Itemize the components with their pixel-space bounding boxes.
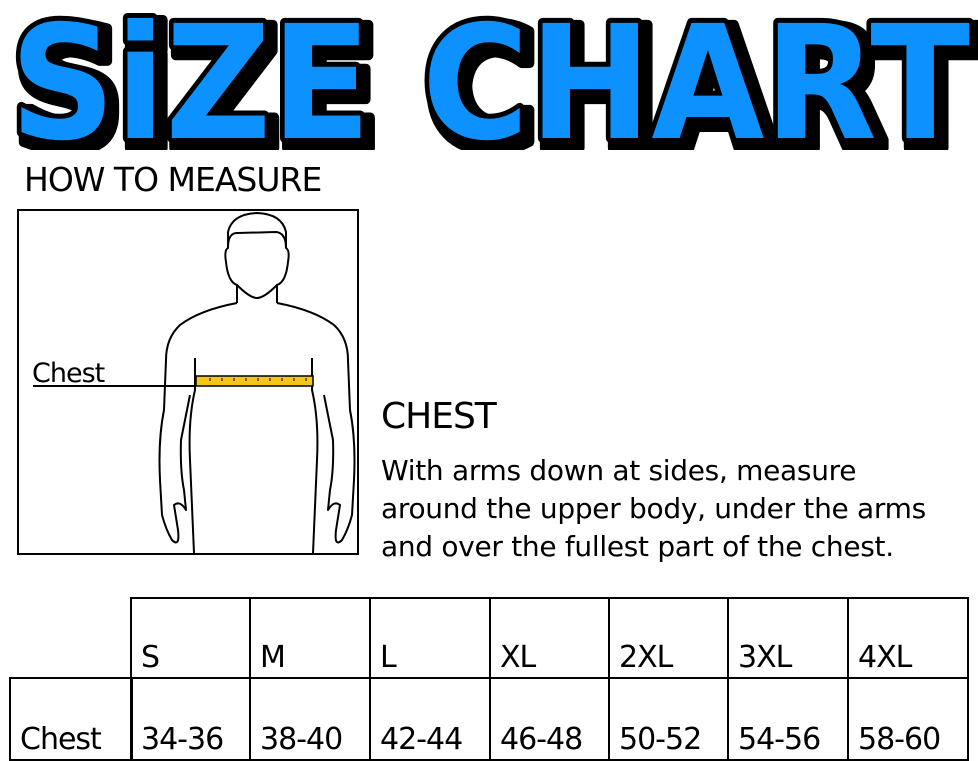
chest-heading: CHEST [381,396,497,437]
size-header: XL [489,597,610,679]
person-outline-icon [158,212,356,554]
measuring-tape-icon [195,375,314,387]
title-text: SiZE CHART [10,0,970,150]
size-value-text: 54-56 [738,722,821,757]
chest-instructions: With arms down at sides, measure around … [381,452,978,566]
size-value: 46-48 [489,677,610,761]
size-header-text: XL [500,640,536,675]
how-to-measure-heading: HOW TO MEASURE [24,160,322,199]
figure-chest-label: Chest [32,358,105,389]
size-header-text: 2XL [619,640,673,675]
size-header-text: S [141,640,160,675]
size-value: 54-56 [727,677,849,761]
size-value-text: 50-52 [619,722,702,757]
size-value: 50-52 [608,677,729,761]
size-value-text: 34-36 [141,722,224,757]
size-value: 34-36 [130,677,251,761]
size-value: 58-60 [847,677,969,761]
size-value-text: 38-40 [260,722,343,757]
size-value: 42-44 [369,677,491,761]
size-header-text: 3XL [738,640,792,675]
size-header: 3XL [727,597,849,679]
size-chart-title: SiZE CHART [5,0,975,150]
measurement-figure: Chest [17,209,359,555]
tape-ticks [209,378,307,381]
row-label-text: Chest [20,722,102,757]
size-header: 2XL [608,597,729,679]
size-header: S [130,597,251,679]
instruction-line: With arms down at sides, measure [381,454,857,487]
size-value-text: 46-48 [500,722,583,757]
size-header-text: M [260,640,286,675]
size-header-text: L [380,640,397,675]
size-value-text: 42-44 [380,722,463,757]
instruction-line: and over the fullest part of the chest. [381,530,894,563]
row-label: Chest [9,677,133,761]
size-header: M [249,597,371,679]
size-header: L [369,597,491,679]
size-header: 4XL [847,597,969,679]
size-value: 38-40 [249,677,371,761]
size-value-text: 58-60 [858,722,941,757]
instruction-line: around the upper body, under the arms [381,492,926,525]
size-header-text: 4XL [858,640,912,675]
